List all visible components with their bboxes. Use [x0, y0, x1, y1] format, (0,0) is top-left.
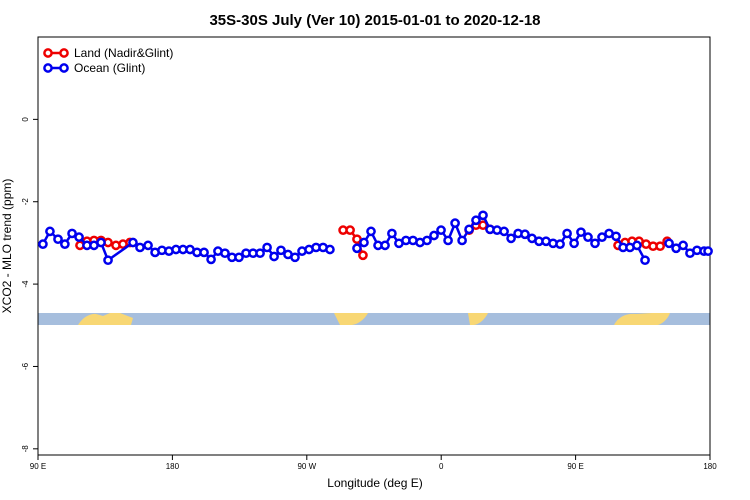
legend-marker	[43, 63, 53, 73]
data-point	[345, 225, 355, 235]
data-point	[611, 231, 621, 242]
data-point	[234, 252, 244, 263]
y-tick-label: -2	[21, 198, 30, 206]
chart-title: 35S-30S July (Ver 10) 2015-01-01 to 2020…	[209, 12, 540, 29]
data-point	[678, 240, 688, 251]
data-point	[206, 254, 216, 265]
data-point	[576, 227, 586, 238]
data-point	[53, 234, 63, 245]
y-tick-label: -8	[21, 445, 30, 453]
data-point	[499, 226, 509, 237]
data-point	[67, 228, 77, 239]
data-point	[464, 224, 474, 235]
data-point	[359, 237, 369, 248]
data-point	[255, 248, 265, 259]
data-point	[380, 240, 390, 251]
data-point	[457, 235, 467, 246]
legend-label: Ocean (Glint)	[74, 61, 145, 75]
y-tick-label: 0	[21, 117, 30, 122]
data-point	[422, 235, 432, 246]
map-strip	[38, 313, 710, 325]
data-point	[358, 250, 368, 261]
data-point	[38, 239, 48, 249]
x-tick-label: 180	[703, 462, 717, 471]
x-tick-label: 90 E	[30, 462, 46, 471]
data-point	[276, 245, 286, 256]
plot-frame	[37, 36, 711, 456]
data-point	[269, 251, 279, 262]
y-tick-label: -6	[21, 362, 30, 370]
data-point	[590, 238, 600, 249]
data-point	[135, 242, 145, 253]
data-point	[436, 225, 446, 235]
data-point	[478, 210, 488, 221]
data-point	[506, 233, 516, 244]
data-point	[60, 239, 70, 249]
data-point	[143, 240, 153, 251]
y-axis-label: XCO2 - MLO trend (ppm)	[0, 179, 14, 314]
data-point	[640, 255, 650, 266]
x-tick-label: 90 W	[297, 462, 316, 471]
data-point	[703, 246, 713, 256]
data-point	[45, 226, 55, 237]
data-point	[632, 240, 642, 251]
data-point	[220, 248, 230, 259]
legend-marker	[59, 63, 69, 73]
data-point	[443, 235, 453, 246]
x-tick-label: 0	[439, 462, 444, 471]
data-point	[555, 239, 565, 249]
x-tick-label: 90 E	[567, 462, 583, 471]
data-point	[569, 238, 579, 249]
data-point	[429, 230, 439, 241]
data-point	[583, 232, 593, 242]
data-point	[520, 229, 530, 240]
legend-marker	[43, 48, 53, 58]
data-point	[103, 255, 113, 266]
data-point	[325, 244, 335, 255]
data-point	[562, 228, 572, 239]
data-point	[366, 226, 376, 237]
data-point	[74, 232, 84, 242]
data-point	[655, 241, 665, 252]
data-point	[96, 237, 106, 248]
x-tick-label: 180	[166, 462, 180, 471]
y-tick-label: -4	[21, 280, 30, 288]
x-axis-label: Longitude (deg E)	[327, 476, 422, 490]
data-point	[471, 215, 481, 226]
data-point	[664, 238, 674, 249]
data-point	[199, 247, 209, 258]
data-point	[128, 237, 138, 248]
data-point	[387, 228, 397, 239]
legend-marker	[59, 48, 69, 58]
data-point	[450, 218, 460, 228]
data-point	[262, 242, 272, 253]
data-point	[290, 252, 300, 263]
data-point	[597, 232, 607, 242]
legend-label: Land (Nadir&Glint)	[74, 46, 173, 60]
data-point	[352, 243, 362, 254]
